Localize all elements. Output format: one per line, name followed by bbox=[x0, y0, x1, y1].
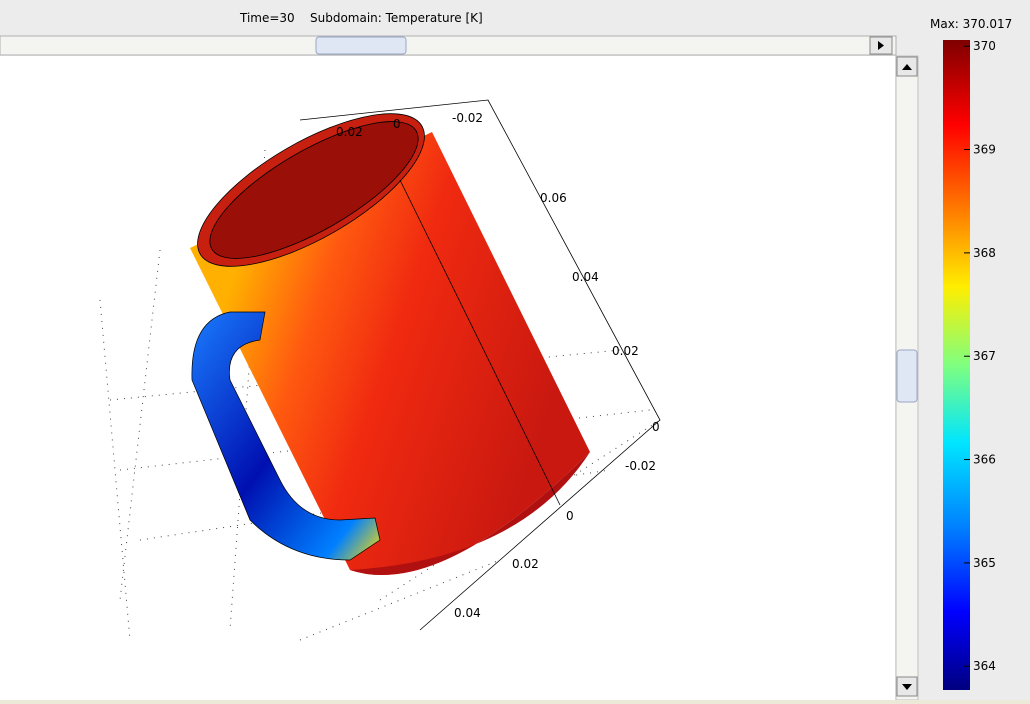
colorbar-tick-label: 364 bbox=[973, 659, 996, 673]
axis-label: 0 bbox=[652, 420, 660, 434]
title: Subdomain: Temperature [K] bbox=[310, 11, 483, 25]
colorbar-tick-label: 366 bbox=[973, 453, 996, 467]
axis-label: -0.02 bbox=[625, 459, 656, 473]
app-window: Time=30 Subdomain: Temperature [K] Max: … bbox=[0, 0, 1030, 700]
colorbar-tick-label: 368 bbox=[973, 246, 996, 260]
axis-label: 0 bbox=[393, 117, 401, 131]
axis-label: 0.04 bbox=[454, 606, 481, 620]
colorbar-tick-label: 367 bbox=[973, 349, 996, 363]
axis-label: 0 bbox=[566, 509, 574, 523]
colorbar-tick-label: 370 bbox=[973, 39, 996, 53]
max-label: Max: 370.017 bbox=[930, 17, 1012, 31]
colorbar-tick-label: 369 bbox=[973, 143, 996, 157]
axis-label: 0.04 bbox=[572, 270, 599, 284]
axis-label: 0.02 bbox=[512, 557, 539, 571]
axis-label: -0.02 bbox=[452, 111, 483, 125]
h-scrollbar[interactable] bbox=[0, 36, 896, 55]
colorbar-tick-label: 365 bbox=[973, 556, 996, 570]
colorbar bbox=[943, 40, 970, 690]
axis-label: 0.06 bbox=[540, 191, 567, 205]
axis-label: 0.02 bbox=[612, 344, 639, 358]
time-label: Time=30 bbox=[239, 11, 295, 25]
v-scroll-thumb[interactable] bbox=[897, 350, 917, 402]
axis-label: 0.02 bbox=[336, 125, 363, 139]
h-scroll-thumb[interactable] bbox=[316, 37, 406, 54]
